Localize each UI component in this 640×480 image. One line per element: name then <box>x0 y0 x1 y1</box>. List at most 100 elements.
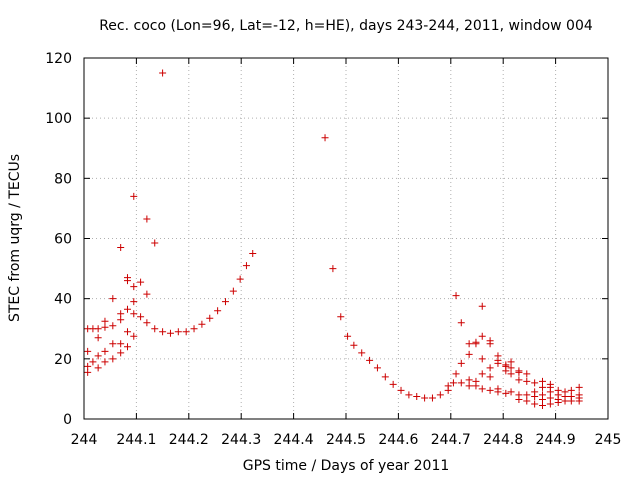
data-point <box>486 364 494 372</box>
data-point <box>465 382 473 390</box>
data-point <box>546 394 554 402</box>
data-point <box>531 400 539 408</box>
data-point <box>101 323 109 331</box>
data-point <box>159 69 167 77</box>
data-point <box>472 377 480 385</box>
x-tick-label: 244.4 <box>274 432 314 448</box>
data-point <box>554 386 562 394</box>
x-axis-label: GPS time / Days of year 2011 <box>243 458 450 474</box>
data-points <box>84 69 583 409</box>
data-point <box>502 361 510 369</box>
data-point <box>337 313 345 321</box>
data-point <box>465 376 473 384</box>
data-point <box>151 325 159 333</box>
data-point <box>358 349 366 357</box>
data-point <box>486 337 494 345</box>
x-tick-label: 245 <box>595 432 622 448</box>
data-point <box>531 388 539 396</box>
data-point <box>130 332 138 340</box>
data-point <box>174 328 182 336</box>
data-point <box>546 380 554 388</box>
data-point <box>143 319 151 327</box>
data-point <box>123 274 131 282</box>
data-point <box>84 362 92 370</box>
grid-layer <box>84 58 608 419</box>
data-point <box>117 316 125 324</box>
data-point <box>405 391 413 399</box>
data-point <box>123 343 131 351</box>
data-point <box>381 373 389 381</box>
data-point <box>478 385 486 393</box>
data-point <box>329 265 337 273</box>
data-point <box>182 328 190 336</box>
y-tick-label: 80 <box>54 171 72 187</box>
data-point <box>366 356 374 364</box>
data-point <box>478 302 486 310</box>
data-point <box>109 295 117 303</box>
data-point <box>494 385 502 393</box>
x-tick-label: 244.1 <box>116 432 156 448</box>
data-point <box>242 262 250 270</box>
x-tick-label: 244.3 <box>221 432 261 448</box>
data-point <box>221 298 229 306</box>
data-point <box>84 368 92 376</box>
data-point <box>389 380 397 388</box>
chart-title: Rec. coco (Lon=96, Lat=-12, h=HE), days … <box>99 18 593 34</box>
data-point <box>457 379 465 387</box>
data-point <box>94 325 102 333</box>
data-point <box>539 401 546 409</box>
data-point <box>206 314 214 322</box>
data-point <box>452 292 460 300</box>
data-point <box>130 298 138 306</box>
data-point <box>507 358 515 366</box>
data-point <box>101 317 109 325</box>
data-point <box>502 389 510 397</box>
data-point <box>94 334 102 342</box>
axis-ticks: 244 244.1 244.2 244.3 244.4 244.5 244.6 244.7 24… <box>45 51 621 448</box>
data-point <box>101 347 109 355</box>
data-point <box>84 347 92 355</box>
data-point <box>452 370 460 378</box>
data-point <box>117 310 125 318</box>
data-point <box>117 244 125 252</box>
data-point <box>472 338 480 346</box>
data-point <box>123 328 131 336</box>
data-point <box>397 386 405 394</box>
data-point <box>166 329 174 337</box>
data-point <box>344 332 352 340</box>
data-point <box>457 359 465 367</box>
data-point <box>465 340 473 348</box>
data-point <box>494 352 502 360</box>
data-point <box>236 275 244 283</box>
data-point <box>457 319 465 327</box>
data-point <box>137 278 145 286</box>
data-point <box>130 310 138 318</box>
data-point <box>151 239 159 247</box>
data-point <box>143 215 151 223</box>
data-point <box>486 373 494 381</box>
x-tick-label: 244.2 <box>169 432 209 448</box>
data-point <box>130 283 138 291</box>
data-point <box>94 364 102 372</box>
data-point <box>515 376 523 384</box>
data-point <box>249 250 257 258</box>
y-tick-label: 120 <box>45 51 72 67</box>
data-point <box>539 383 546 391</box>
y-axis-label: STEC from uqrg / TECUs <box>7 154 23 322</box>
data-point <box>507 370 515 378</box>
data-point <box>137 313 145 321</box>
data-point <box>198 320 206 328</box>
data-point <box>444 382 452 390</box>
data-point <box>94 352 102 360</box>
y-tick-label: 40 <box>54 292 72 308</box>
data-point <box>109 340 117 348</box>
data-point <box>523 370 531 378</box>
data-point <box>373 364 381 372</box>
data-point <box>531 379 539 387</box>
data-point <box>143 290 151 298</box>
data-point <box>523 377 531 385</box>
data-point <box>436 391 444 399</box>
data-point <box>523 391 531 399</box>
data-point <box>561 388 569 396</box>
data-point <box>515 391 523 399</box>
